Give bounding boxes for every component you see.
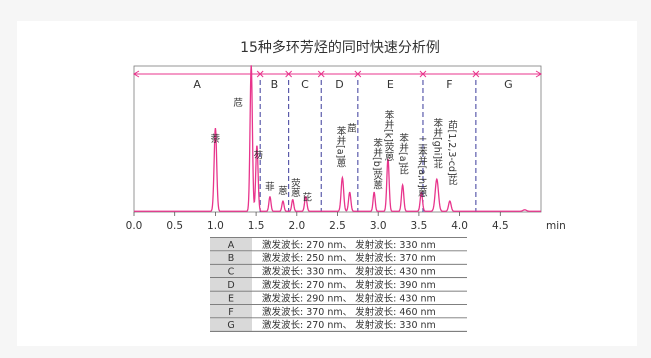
peak-label: 萘 [211,134,221,145]
segment-boundary-mark [419,70,427,78]
segment-boundary-mark [317,70,325,78]
table-value-cell [252,264,467,278]
x-axis: 0.0 0.5 1.0 1.5 2.0 2.5 3.0 3.5 4.0 4.5 min [126,212,566,232]
table-row-label: F [228,307,233,318]
peak-label: 苯并[ghi]苝 [431,117,443,169]
table-value-cell [252,318,467,331]
table-row-label: A [228,240,235,251]
chart-title: 15种多环芳烃的同时快速分析例 [240,39,440,56]
x-axis-unit: min [546,220,566,232]
segment-label-a: A [193,78,201,91]
x-tick-label: 3.5 [411,220,428,232]
table-row-label: D [227,280,234,291]
table-row-label: G [227,320,234,331]
segment-label-b: B [271,78,279,91]
peak-label: 䓛 [345,123,357,133]
segment-boundary-mark [256,70,264,78]
peak-label: 荧蒽 [289,177,301,197]
table-label-cell [210,305,252,318]
table-label-cell [210,291,252,304]
table-label-cell [210,251,252,264]
segment-boundary-mark [285,70,293,78]
x-tick-label: 0.5 [166,220,183,232]
segment-label-f: F [446,78,452,91]
table-row-label: B [228,253,235,264]
peak-label: 茚[1,2,3-cd]芘 [446,119,458,186]
x-tick-label: 4.5 [492,220,509,232]
x-tick-label: 4.0 [451,220,468,232]
table-row-text: 激发波长: 250 nm、 发射波长: 370 nm [262,252,436,264]
table-value-cell [252,305,467,318]
segment-label-g: G [504,78,513,91]
x-tick-label: 2.0 [288,220,305,232]
table-label-cell [210,278,252,291]
segment-label-c: C [301,78,309,91]
band-arrow-left [133,70,140,78]
table-row-text: 激发波长: 290 nm、 发射波长: 430 nm [262,292,436,304]
table-label-cell [210,264,252,278]
x-tick-label: 0.0 [126,220,143,232]
peak-label: 苯并[a]蒽 [334,125,346,167]
table-row-text: 激发波长: 330 nm、 发射波长: 430 nm [262,266,436,278]
peak-label: 芘 [300,191,312,202]
segment-label-e: E [387,78,394,91]
table-row-label: E [228,293,234,304]
table-row-text: 激发波长: 270 nm、 发射波长: 390 nm [262,279,436,291]
peak-label: 芴 [251,149,263,160]
x-tick-label: 1.5 [248,220,265,232]
segment-boundary-mark [354,70,362,78]
table-row-text: 激发波长: 270 nm、 发射波长: 330 nm [262,319,436,331]
table-row-label: C [228,267,235,278]
peak-label: 二苯并[a,h]蒽 [416,137,428,197]
table-value-cell [252,251,467,264]
peak-label: 苊 [233,97,243,109]
peak-label: 苯并[b]荧蒽 [371,137,383,189]
peak-label: 菲 [265,181,275,193]
wavelength-table: A 激发波长: 270 nm、 发射波长: 330 nm B 激发波长: 250 nm… [210,237,467,332]
segment-label-d: D [335,78,343,91]
peak-label: 苯并[a]芘 [397,132,409,175]
table-label-cell [210,318,252,331]
peak-label: 蒽 [278,185,288,197]
plot-area: A B C D E F G 萘 苊芴菲蒽荧蒽 芘 苯并[a]蒽 䓛苯并[b]荧蒽苯并[k]荧蒽 苯并[a… [133,65,542,213]
table-value-cell [252,291,467,304]
table-label-cell [210,238,252,251]
table-row-text: 激发波长: 270 nm、 发射波长: 330 nm [262,239,436,251]
x-tick-label: 1.0 [207,220,224,232]
table-row-text: 激发波长: 370 nm、 发射波长: 460 nm [262,306,436,318]
table-value-cell [252,278,467,291]
band-arrow-right [535,70,542,78]
x-tick-label: 2.5 [329,220,346,232]
segment-boundary-mark [472,70,480,78]
chromatogram-trace [134,65,541,212]
x-tick-label: 3.0 [370,220,387,232]
peak-label: 苯并[k]荧蒽 [382,109,394,161]
table-value-cell [252,238,467,251]
